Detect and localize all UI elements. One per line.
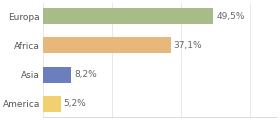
Text: 49,5%: 49,5% [216,12,245,21]
Text: 8,2%: 8,2% [74,70,97,79]
Bar [43,8,213,24]
Bar [43,67,71,83]
Bar [43,96,61,112]
Bar [43,37,171,53]
Text: 5,2%: 5,2% [64,99,86,108]
Text: 37,1%: 37,1% [174,41,202,50]
